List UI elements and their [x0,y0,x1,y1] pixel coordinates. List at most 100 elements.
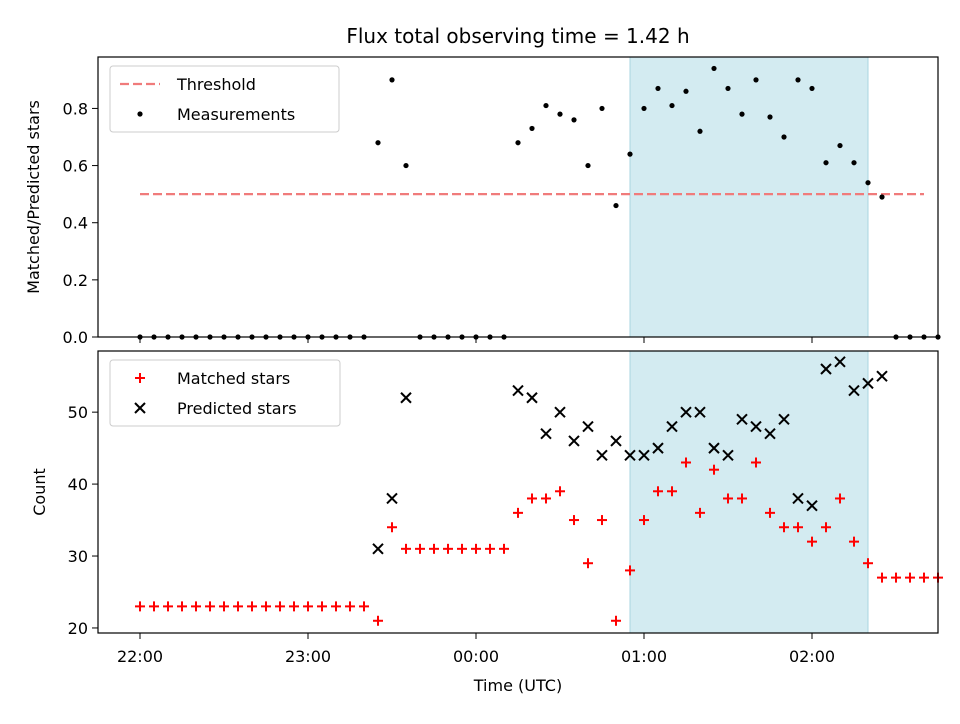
legend-predicted-swatch [134,402,146,414]
top-ytick-label-4: 0.8 [63,99,88,118]
matched-point-13 [317,601,327,612]
bottom-ytick-label-2: 40 [68,475,88,494]
xtick-label-1: 23:00 [285,647,331,666]
top-point-39 [683,88,689,94]
matched-point-53 [877,572,887,583]
matched-point-24 [471,543,481,554]
top-point-18 [389,77,395,83]
predicted-point-9 [596,449,608,462]
top-point-51 [851,160,857,166]
matched-point-0 [135,601,145,612]
matched-point-54 [891,572,901,583]
matched-point-8 [247,601,257,612]
matched-point-18 [387,522,397,533]
matched-point-27 [513,507,523,518]
top-point-31 [571,117,577,123]
top-point-36 [641,105,647,112]
predicted-point-0 [372,543,384,555]
top-point-34 [613,202,619,209]
matched-point-26 [499,543,509,554]
matched-point-47 [793,522,803,533]
matched-point-30 [555,486,565,497]
predicted-point-26 [834,356,846,368]
matched-point-46 [779,522,789,533]
matched-point-21 [429,543,439,554]
top-point-52 [865,180,871,186]
xtick-label-0: 22:00 [117,647,163,666]
matched-point-15 [345,601,355,612]
top-point-41 [711,65,717,72]
top-point-35 [627,151,633,157]
legend-matched-swatch [135,373,145,383]
predicted-point-12 [638,449,650,462]
matched-point-35 [625,565,635,576]
top-axes-frame [97,56,939,338]
predicted-point-28 [862,377,874,390]
matched-point-19 [401,543,411,554]
predicted-point-25 [820,363,832,375]
bottom-ytick-label-3: 50 [68,403,88,422]
matched-point-43 [737,493,747,504]
predicted-point-5 [540,428,552,440]
predicted-point-23 [792,492,804,505]
predicted-point-21 [764,428,776,440]
matched-point-50 [835,493,845,504]
predicted-point-11 [624,449,636,462]
predicted-point-29 [876,370,888,382]
matched-point-39 [681,457,691,468]
top-point-19 [403,162,409,169]
predicted-point-6 [554,406,566,418]
predicted-point-16 [694,406,706,418]
predicted-point-8 [582,420,594,433]
bottom-legend-label-1: Predicted stars [177,399,297,418]
top-panel: 0.0 0.2 0.4 0.6 0.8 Matched/Predicted stars Th… [24,56,941,347]
matched-point-40 [695,507,705,518]
top-ytick-label-1: 0.2 [63,271,88,290]
matched-point-28 [527,493,537,504]
matched-point-52 [863,558,873,569]
xtick-label-2: 00:00 [453,647,499,666]
chart-title: Flux total observing time = 1.42 h [346,24,689,48]
xlabel: Time (UTC) [473,676,562,695]
matched-point-48 [807,536,817,547]
predicted-point-7 [568,435,580,447]
predicted-point-20 [750,420,762,433]
matched-point-32 [583,558,593,569]
predicted-point-3 [512,384,524,397]
matched-point-17 [373,615,383,626]
predicted-point-15 [680,406,692,418]
bottom-panel: 20 30 40 50 Count 22:00 23:00 00:00 01:00 02:00 Ti… [30,350,943,695]
top-point-33 [599,105,605,112]
top-point-32 [585,162,591,169]
bottom-ytick-label-1: 30 [68,547,88,566]
matched-point-14 [331,601,341,612]
top-point-46 [781,134,787,140]
matched-point-6 [219,601,229,612]
top-highlight-span [629,56,869,338]
top-legend-label-1: Measurements [177,105,295,124]
matched-point-31 [569,515,579,526]
matched-point-38 [667,486,677,497]
top-point-29 [543,102,549,109]
matched-point-51 [849,536,859,547]
matched-point-1 [149,601,159,612]
top-point-48 [809,85,815,92]
predicted-point-22 [778,413,790,426]
predicted-point-19 [736,413,748,426]
matched-point-2 [163,601,173,612]
top-point-28 [529,125,535,132]
predicted-point-4 [526,392,538,404]
bottom-legend-label-0: Matched stars [177,369,290,388]
matched-point-3 [177,601,187,612]
matched-point-16 [359,601,369,612]
top-point-43 [739,111,745,117]
predicted-point-18 [722,449,734,462]
xtick-label-3: 01:00 [621,647,667,666]
top-point-45 [767,114,773,120]
predicted-point-2 [400,392,412,404]
bottom-ylabel: Count [30,468,49,516]
top-ytick-label-2: 0.4 [63,214,88,233]
top-point-38 [669,102,675,109]
matched-point-23 [457,543,467,554]
